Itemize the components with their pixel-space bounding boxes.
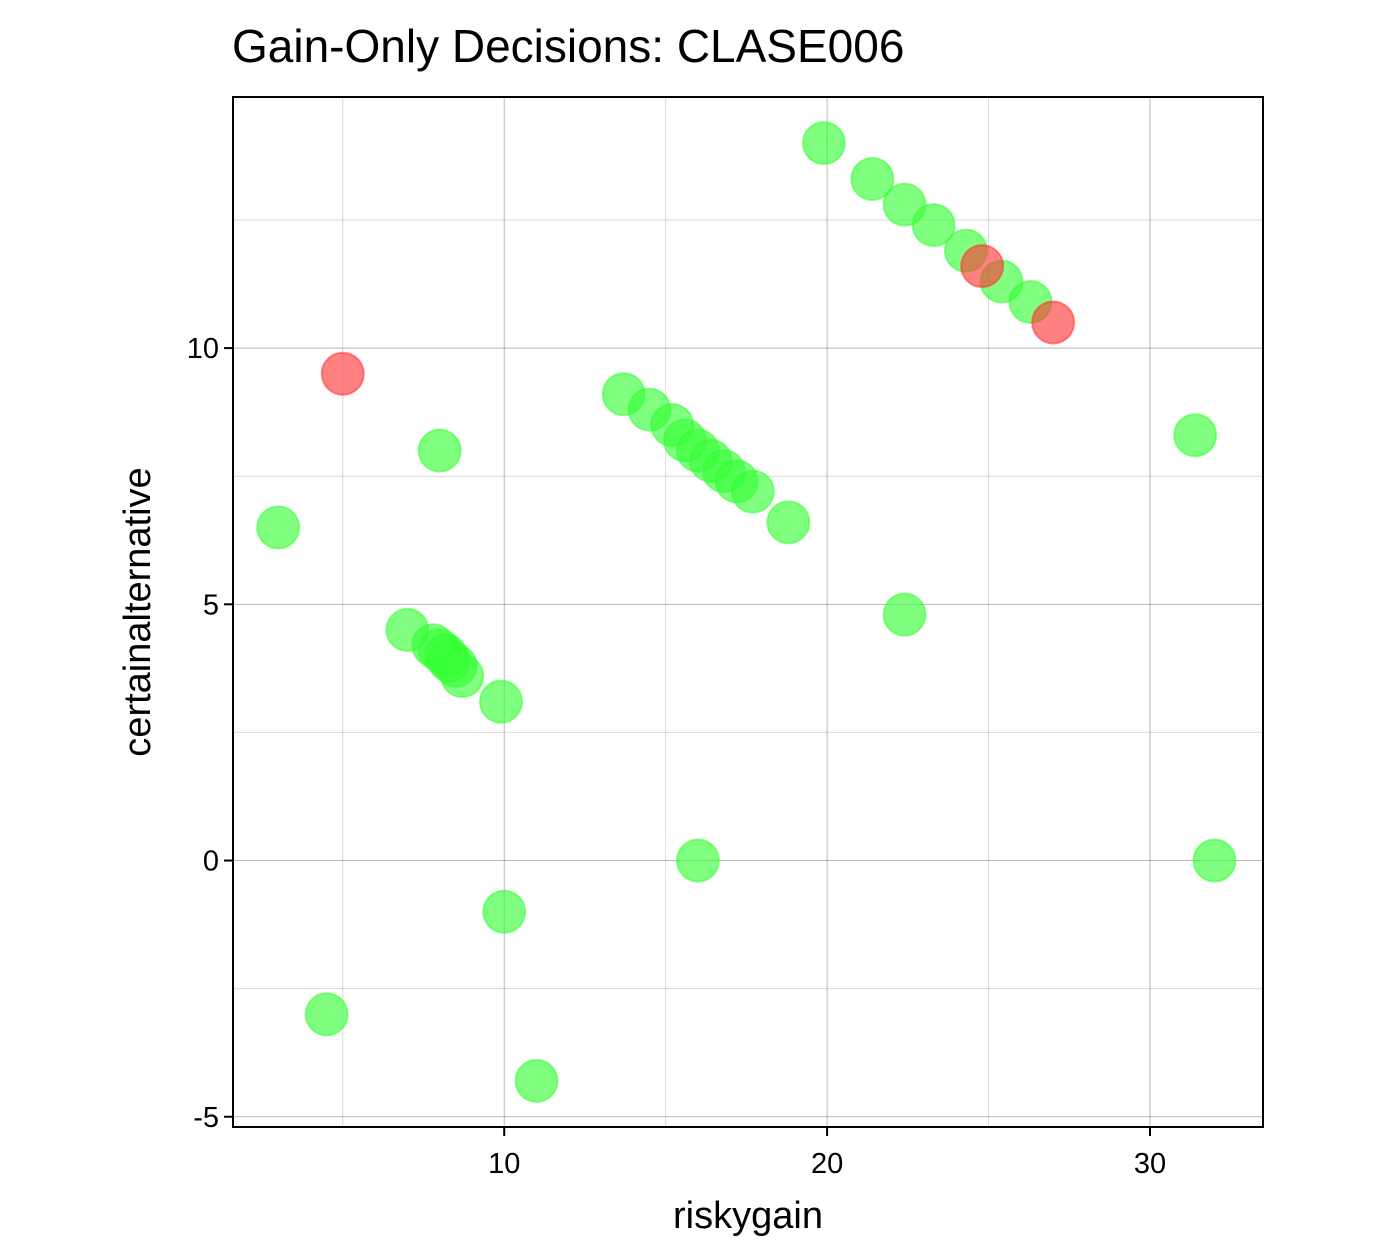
data-point (417, 428, 462, 473)
data-point (801, 121, 846, 166)
chart-title: Gain-Only Decisions: CLASE006 (232, 20, 904, 72)
data-point (256, 505, 301, 550)
data-point (850, 156, 895, 201)
data-point (1192, 838, 1237, 883)
data-point (478, 679, 523, 724)
data-point (482, 889, 527, 934)
y-tick-label: 0 (203, 846, 219, 878)
y-tick-label: 10 (187, 333, 219, 365)
data-point (514, 1058, 559, 1103)
data-point (440, 654, 485, 699)
y-axis-label: certainalternative (117, 467, 159, 756)
data-point (911, 203, 956, 248)
y-tick-label: -5 (193, 1102, 219, 1134)
data-point (1031, 300, 1076, 345)
data-point (960, 244, 1005, 289)
data-point (304, 992, 349, 1037)
x-axis-label: riskygain (673, 1195, 823, 1237)
data-point (320, 351, 365, 396)
data-point (882, 592, 927, 637)
data-points (256, 121, 1237, 1103)
x-tick-label: 30 (1134, 1148, 1166, 1180)
data-point (675, 838, 720, 883)
x-tick-label: 10 (488, 1148, 520, 1180)
plot-frame (232, 96, 1264, 1128)
data-point (1173, 413, 1218, 458)
data-point (730, 469, 775, 514)
y-tick-label: 5 (203, 589, 219, 621)
axis-ticks: 10 20 30 -5 0 5 10 (187, 333, 1166, 1180)
x-tick-label: 20 (811, 1148, 843, 1180)
grid-lines (233, 97, 1263, 1127)
data-point (766, 500, 811, 545)
